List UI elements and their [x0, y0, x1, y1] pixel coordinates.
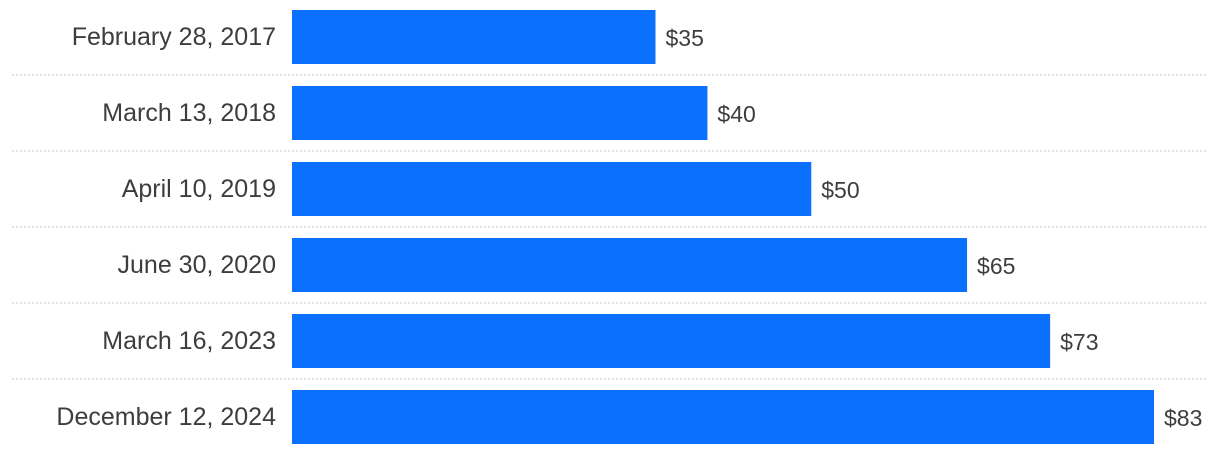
- category-label: March 16, 2023: [102, 327, 276, 355]
- gridlines: [12, 74, 1208, 380]
- category-label: February 28, 2017: [72, 23, 276, 51]
- value-label: $73: [1060, 329, 1098, 355]
- labels: February 28, 2017 $35 March 13, 2018 $40 Apr…: [56, 23, 1202, 431]
- bars: [292, 10, 1154, 444]
- value-label: $65: [977, 253, 1015, 279]
- bar: [292, 162, 812, 216]
- category-label: June 30, 2020: [118, 251, 276, 279]
- value-label: $40: [717, 101, 755, 127]
- category-label: March 13, 2018: [102, 99, 276, 127]
- category-label: December 12, 2024: [56, 403, 276, 431]
- value-label: $35: [665, 25, 703, 51]
- bar: [292, 390, 1154, 444]
- value-label: $50: [821, 177, 859, 203]
- value-label: $83: [1164, 405, 1202, 431]
- bar: [292, 10, 656, 64]
- bar: [292, 314, 1051, 368]
- category-label: April 10, 2019: [122, 175, 276, 203]
- bar: [292, 238, 968, 292]
- bar: [292, 86, 708, 140]
